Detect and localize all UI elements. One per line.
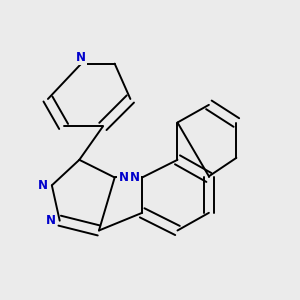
Text: N: N bbox=[46, 214, 56, 227]
Text: N: N bbox=[76, 51, 86, 64]
Text: N: N bbox=[118, 171, 129, 184]
Text: N: N bbox=[38, 179, 48, 192]
Text: N: N bbox=[129, 171, 140, 184]
